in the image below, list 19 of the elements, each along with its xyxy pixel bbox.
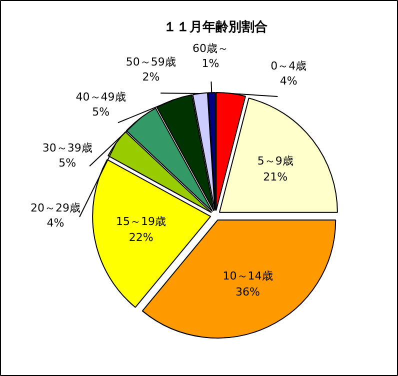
slice-label: 10～14歳 <box>222 270 273 283</box>
slice-label: 20～29歳 <box>30 201 81 214</box>
slice-label: 15～19歳 <box>116 215 166 228</box>
slice-label: 5～9歳 <box>257 154 294 168</box>
data-label: 4% <box>46 216 64 230</box>
data-label: 36% <box>236 286 260 299</box>
data-label: 22% <box>128 231 154 244</box>
slice-label: 40～49歳 <box>76 90 126 104</box>
chart-title: １１月年齢別割合 <box>164 19 268 35</box>
data-label: 21% <box>263 170 288 184</box>
data-label: 5% <box>92 105 110 118</box>
data-label: 5% <box>58 156 76 170</box>
slice-label: 0～4歳 <box>270 60 307 73</box>
slice-label: 60歳～ <box>192 42 228 56</box>
slice-label: 30～39歳 <box>42 142 92 155</box>
data-label: 4% <box>280 74 298 88</box>
data-label: 1% <box>202 57 220 70</box>
slice-label: 50～59歳 <box>126 56 176 69</box>
data-label: 2% <box>142 70 160 84</box>
